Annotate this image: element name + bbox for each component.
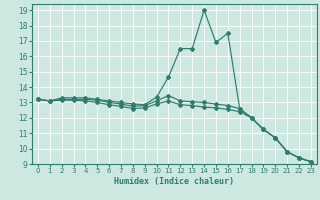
- X-axis label: Humidex (Indice chaleur): Humidex (Indice chaleur): [115, 177, 234, 186]
